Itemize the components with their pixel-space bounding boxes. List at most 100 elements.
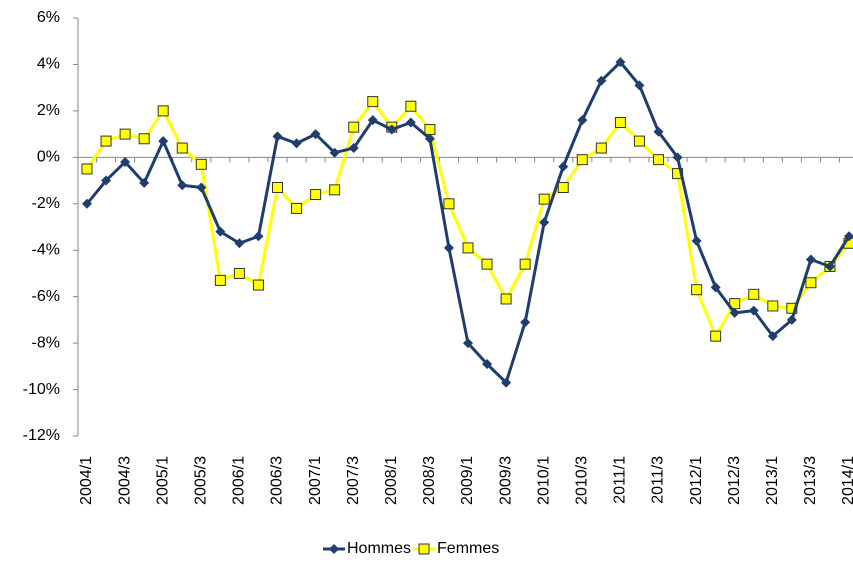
data-point <box>596 75 607 86</box>
x-tick-label: 2010/1 <box>535 456 552 505</box>
data-point <box>634 80 645 91</box>
data-point <box>748 305 759 316</box>
data-point <box>691 235 702 246</box>
data-point <box>138 133 150 145</box>
x-tick-label: 2005/3 <box>193 456 210 505</box>
x-tick-label: 2009/1 <box>459 456 476 505</box>
data-point <box>653 154 664 166</box>
data-point <box>272 182 283 194</box>
data-point <box>119 128 131 140</box>
x-tick-label: 2010/3 <box>574 456 591 505</box>
data-point <box>482 359 493 370</box>
legend-marker <box>418 543 430 555</box>
y-tick-label: 2% <box>37 102 60 119</box>
y-tick-label: -12% <box>23 427 60 444</box>
y-tick-label: 0% <box>37 149 60 166</box>
data-point <box>157 105 169 117</box>
data-point <box>615 57 626 68</box>
data-point <box>101 175 112 186</box>
y-tick-label: -6% <box>32 288 60 305</box>
legend-item: Hommes <box>323 540 411 557</box>
data-point <box>81 163 93 175</box>
data-point <box>805 254 816 265</box>
series-line <box>85 60 851 385</box>
data-point <box>767 331 778 342</box>
data-point <box>539 217 550 228</box>
y-tick-label: -2% <box>32 195 60 212</box>
x-tick-label: 2014/1 <box>840 456 853 505</box>
data-point <box>672 152 683 163</box>
x-tick-label: 2013/1 <box>764 456 781 505</box>
x-tick-label: 2012/1 <box>688 456 705 505</box>
data-point <box>710 282 721 293</box>
data-point <box>538 193 550 205</box>
data-point <box>614 117 626 128</box>
x-tick-label: 2007/1 <box>307 456 324 505</box>
data-point <box>195 158 207 170</box>
data-point <box>405 100 417 112</box>
data-point <box>158 136 169 147</box>
data-point <box>386 124 397 135</box>
data-point <box>348 121 360 133</box>
x-tick-label: 2011/1 <box>612 456 629 504</box>
x-tick-label: 2007/3 <box>345 456 362 505</box>
data-point <box>729 307 740 318</box>
data-point <box>291 202 303 214</box>
y-tick-label: -4% <box>32 241 60 258</box>
legend-label: Femmes <box>437 540 499 557</box>
data-point <box>443 242 454 253</box>
data-point <box>234 238 245 249</box>
x-tick-label: 2013/3 <box>802 456 819 505</box>
data-point <box>405 117 416 128</box>
data-point <box>557 182 569 194</box>
legend-marker <box>329 544 339 554</box>
data-point <box>501 377 512 388</box>
data-point <box>463 338 473 349</box>
x-tick-label: 2005/1 <box>154 456 171 505</box>
data-point <box>577 115 588 126</box>
data-point <box>824 261 835 272</box>
data-point <box>424 133 435 144</box>
data-point <box>233 267 245 279</box>
data-point <box>329 147 340 158</box>
x-tick-label: 2006/1 <box>231 456 248 505</box>
data-point <box>424 123 436 135</box>
data-point <box>177 180 188 191</box>
data-point <box>805 277 817 289</box>
x-tick-label: 2004/3 <box>116 456 133 505</box>
data-point <box>272 131 283 142</box>
data-point <box>291 138 302 149</box>
x-tick-label: 2006/3 <box>269 456 286 505</box>
x-tick-label: 2011/3 <box>650 456 667 504</box>
data-point <box>443 198 455 210</box>
data-point <box>710 330 722 342</box>
legend-item: Femmes <box>413 540 499 557</box>
data-point <box>176 142 188 154</box>
data-point <box>348 143 359 154</box>
data-point <box>120 156 131 167</box>
y-tick-label: 4% <box>37 56 60 73</box>
data-point <box>767 300 779 312</box>
data-point <box>367 96 379 108</box>
x-tick-label: 2004/1 <box>78 456 95 505</box>
y-tick-label: 6% <box>37 9 60 26</box>
data-point <box>215 226 226 237</box>
data-point <box>329 184 341 196</box>
data-point <box>310 188 322 200</box>
legend-label: Hommes <box>347 540 411 557</box>
x-tick-label: 2008/3 <box>421 456 438 505</box>
data-point <box>481 258 493 270</box>
data-point <box>252 279 264 291</box>
data-point <box>139 177 150 188</box>
data-point <box>310 129 321 140</box>
data-point <box>196 182 207 193</box>
data-point <box>82 198 92 209</box>
data-point <box>214 274 226 286</box>
y-tick-label: -10% <box>23 381 60 398</box>
data-point <box>633 135 645 147</box>
data-point <box>500 293 512 305</box>
data-point <box>558 161 569 172</box>
data-point <box>367 115 378 126</box>
data-point <box>519 258 531 270</box>
